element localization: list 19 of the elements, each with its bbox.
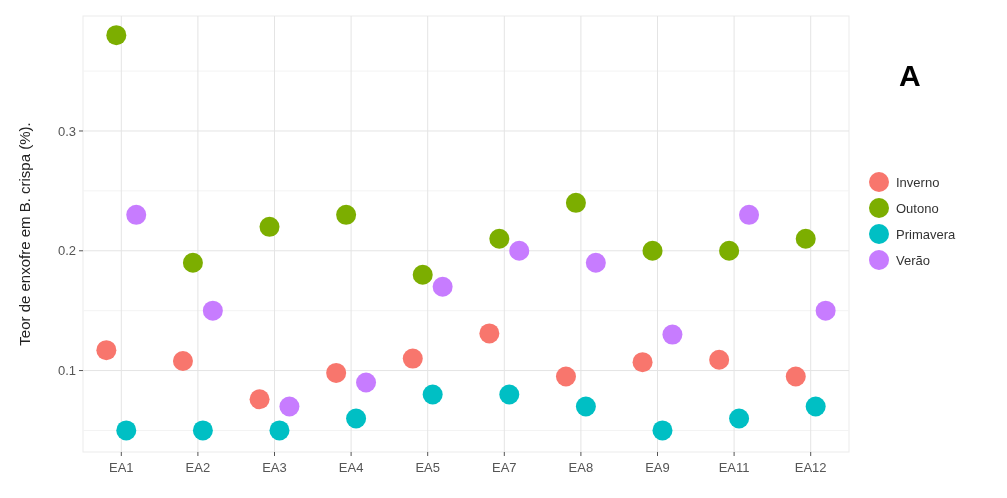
x-tick-label: EA1 xyxy=(109,460,134,475)
x-tick-label: EA12 xyxy=(794,460,827,475)
x-tick-label: EA7 xyxy=(492,460,517,475)
legend-label: Inverno xyxy=(896,174,940,190)
y-axis-title: Teor de enxofre em B. crispa (%). xyxy=(16,122,33,346)
x-tick-label: EA9 xyxy=(645,460,670,475)
x-tick-label: EA2 xyxy=(185,460,211,475)
y-tick-label: 0.3 xyxy=(57,123,76,139)
x-tick-label: EA4 xyxy=(338,460,364,475)
x-tick-label: EA8 xyxy=(568,460,594,475)
text: A xyxy=(899,59,921,92)
y-tick-label: 0.2 xyxy=(57,243,76,259)
legend-label: Verão xyxy=(896,252,930,268)
legend-label: Outono xyxy=(896,200,939,216)
x-tick-label: EA3 xyxy=(262,460,287,475)
x-tick-label: EA5 xyxy=(415,460,440,475)
legend-label: Primavera xyxy=(896,226,957,242)
y-tick-label: 0.1 xyxy=(57,363,76,379)
x-tick-label: EA11 xyxy=(718,460,750,475)
